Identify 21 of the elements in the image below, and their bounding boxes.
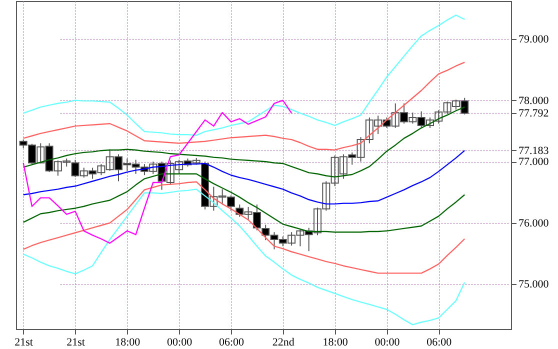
line-series — [22, 188, 466, 326]
x-tick-label: 21st — [14, 336, 33, 348]
x-tick-label: 00:00 — [167, 336, 193, 348]
x-tick-label: 18:00 — [322, 336, 348, 348]
line-series — [22, 100, 292, 244]
y-tick-label: 77.000 — [518, 156, 550, 168]
y-tick-label: 77.183 — [518, 144, 550, 157]
line-series — [22, 14, 466, 136]
line-series — [22, 150, 466, 205]
x-tick-label: 06:00 — [218, 336, 245, 348]
line-series — [22, 181, 466, 274]
x-tick-label: 06:00 — [426, 336, 452, 348]
x-tick-label: 00:00 — [374, 336, 400, 348]
y-tick-label: 75.000 — [518, 278, 550, 291]
y-tick-label: 78.000 — [518, 94, 550, 107]
y-tick-label: 79.000 — [518, 34, 550, 46]
x-tick-label: 21st — [66, 336, 85, 348]
y-tick-label: 76.000 — [518, 217, 550, 230]
y-tick-label: 77.792 — [518, 108, 549, 120]
x-tick-label: 18:00 — [115, 336, 141, 348]
x-tick-label: 22nd — [272, 336, 295, 348]
